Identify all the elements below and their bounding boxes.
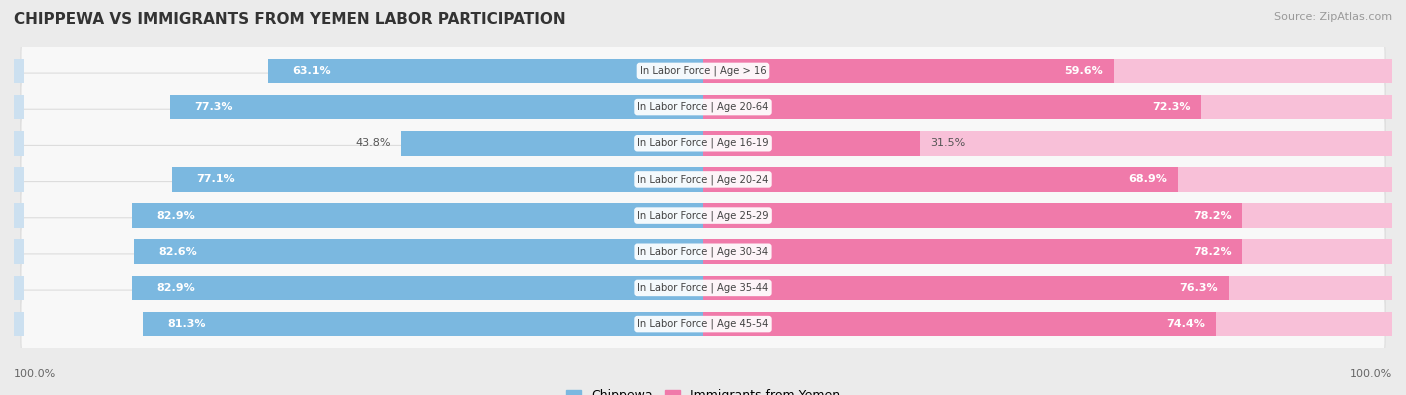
Text: 59.6%: 59.6% (1064, 66, 1104, 76)
FancyBboxPatch shape (21, 290, 1385, 358)
Bar (0, 312, 24, 337)
FancyBboxPatch shape (21, 182, 1385, 250)
FancyBboxPatch shape (21, 37, 1385, 105)
Text: 74.4%: 74.4% (1167, 319, 1205, 329)
Text: 78.2%: 78.2% (1192, 247, 1232, 257)
Text: Source: ZipAtlas.com: Source: ZipAtlas.com (1274, 12, 1392, 22)
Text: 78.2%: 78.2% (1192, 211, 1232, 220)
Bar (703, 203, 1241, 228)
Bar (703, 58, 1114, 83)
Text: 43.8%: 43.8% (356, 138, 391, 148)
Bar (713, 58, 1392, 83)
FancyBboxPatch shape (21, 145, 1385, 213)
Text: 100.0%: 100.0% (1350, 369, 1392, 379)
Text: In Labor Force | Age 30-34: In Labor Force | Age 30-34 (637, 246, 769, 257)
Bar (0, 203, 24, 228)
Text: In Labor Force | Age 35-44: In Labor Force | Age 35-44 (637, 283, 769, 293)
FancyBboxPatch shape (21, 109, 1385, 177)
Text: 68.9%: 68.9% (1129, 175, 1167, 184)
Text: 77.1%: 77.1% (195, 175, 235, 184)
Text: In Labor Force | Age 20-24: In Labor Force | Age 20-24 (637, 174, 769, 185)
Text: 81.3%: 81.3% (167, 319, 205, 329)
FancyBboxPatch shape (21, 218, 1385, 286)
Bar (143, 312, 703, 337)
Bar (703, 276, 1229, 300)
Text: In Labor Force | Age 16-19: In Labor Force | Age 16-19 (637, 138, 769, 149)
Bar (713, 203, 1392, 228)
Text: 31.5%: 31.5% (931, 138, 966, 148)
Text: In Labor Force | Age 25-29: In Labor Force | Age 25-29 (637, 210, 769, 221)
Bar (401, 131, 703, 156)
FancyBboxPatch shape (21, 73, 1385, 141)
Bar (703, 312, 1216, 337)
Bar (703, 239, 1241, 264)
Text: In Labor Force | Age 20-64: In Labor Force | Age 20-64 (637, 102, 769, 112)
Bar (703, 95, 1201, 119)
Bar (132, 203, 703, 228)
Bar (0, 95, 24, 119)
Bar (172, 167, 703, 192)
Text: 82.9%: 82.9% (156, 283, 195, 293)
Text: CHIPPEWA VS IMMIGRANTS FROM YEMEN LABOR PARTICIPATION: CHIPPEWA VS IMMIGRANTS FROM YEMEN LABOR … (14, 12, 565, 27)
Text: 100.0%: 100.0% (14, 369, 56, 379)
Bar (132, 276, 703, 300)
Bar (713, 167, 1392, 192)
Bar (713, 276, 1392, 300)
Bar (269, 58, 703, 83)
Legend: Chippewa, Immigrants from Yemen: Chippewa, Immigrants from Yemen (561, 384, 845, 395)
Bar (0, 276, 24, 300)
Text: In Labor Force | Age > 16: In Labor Force | Age > 16 (640, 66, 766, 76)
Text: 82.6%: 82.6% (157, 247, 197, 257)
Bar (713, 95, 1392, 119)
Text: 72.3%: 72.3% (1153, 102, 1191, 112)
Bar (713, 131, 1392, 156)
Bar (0, 131, 24, 156)
Bar (703, 167, 1178, 192)
Text: 76.3%: 76.3% (1180, 283, 1219, 293)
Bar (170, 95, 703, 119)
Bar (713, 239, 1392, 264)
FancyBboxPatch shape (21, 254, 1385, 322)
Bar (0, 239, 24, 264)
Bar (703, 131, 920, 156)
Text: 82.9%: 82.9% (156, 211, 195, 220)
Bar (0, 58, 24, 83)
Text: 63.1%: 63.1% (292, 66, 330, 76)
Bar (0, 167, 24, 192)
Bar (713, 312, 1392, 337)
Bar (134, 239, 703, 264)
Text: In Labor Force | Age 45-54: In Labor Force | Age 45-54 (637, 319, 769, 329)
Text: 77.3%: 77.3% (194, 102, 233, 112)
